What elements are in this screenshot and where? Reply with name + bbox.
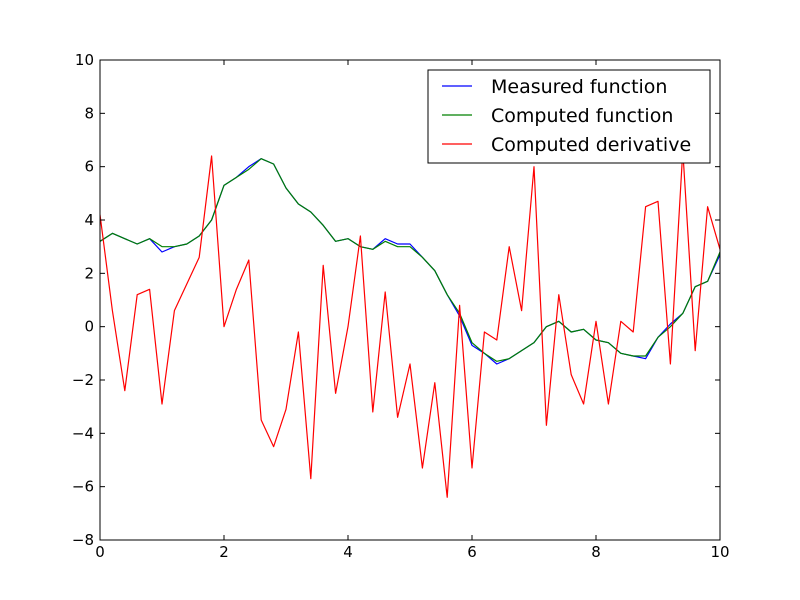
series-line-computed-function <box>100 158 720 362</box>
y-tick-label: 10 <box>75 51 94 69</box>
legend-label: Computed derivative <box>491 134 691 156</box>
x-tick-label: 4 <box>343 543 353 561</box>
x-tick-label: 8 <box>591 543 601 561</box>
x-tick-label: 10 <box>710 543 729 561</box>
x-tick-label: 2 <box>219 543 229 561</box>
series-line-measured-function <box>100 158 720 365</box>
y-tick-label: 6 <box>84 158 94 176</box>
x-tick-label: 6 <box>467 543 477 561</box>
axes-frame <box>99 59 721 541</box>
y-tick-label: −8 <box>72 531 94 549</box>
legend-label: Measured function <box>491 76 667 98</box>
y-tick-label: 2 <box>84 264 94 282</box>
axis-ticks: 0 2 4 6 8 10 −8 −6 −4 −2 0 2 4 6 8 10 <box>72 51 730 561</box>
y-tick-label: 8 <box>84 104 94 122</box>
x-tick-label: 0 <box>95 543 105 561</box>
y-tick-label: 0 <box>84 318 94 336</box>
series-line-computed-derivative <box>100 150 720 498</box>
legend: Measured function Computed function Comput… <box>427 69 711 164</box>
y-tick-label: −4 <box>72 424 94 442</box>
y-tick-label: 4 <box>84 211 94 229</box>
y-tick-label: −6 <box>72 478 94 496</box>
legend-label: Computed function <box>491 105 673 127</box>
legend-box <box>427 69 711 164</box>
series-lines <box>100 150 720 498</box>
y-tick-label: −2 <box>72 371 94 389</box>
